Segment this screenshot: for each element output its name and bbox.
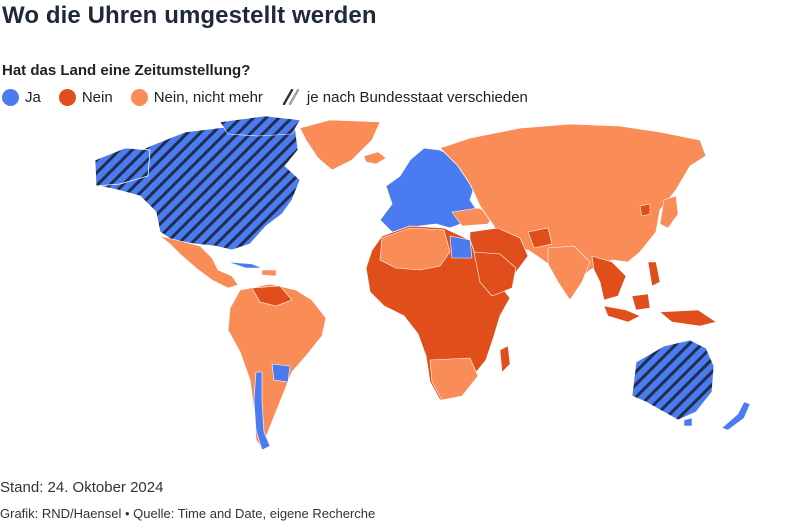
india — [547, 245, 591, 301]
papua — [659, 309, 717, 327]
japan — [659, 195, 679, 229]
legend-item-no: Nein — [58, 88, 113, 106]
legend-question: Hat das Land eine Zeitumstellung? — [2, 62, 251, 79]
chile — [253, 371, 271, 451]
venezuela — [251, 285, 293, 307]
paraguay — [271, 363, 291, 383]
alaska — [94, 147, 151, 187]
iceland — [363, 151, 387, 165]
new-zealand — [721, 401, 751, 431]
chart-title: Wo die Uhren umgestellt werden — [2, 2, 377, 29]
north-korea — [639, 203, 651, 217]
southeast-asia — [591, 255, 627, 301]
indonesia — [603, 305, 641, 323]
legend-swatch-orange-circle-icon — [130, 88, 148, 106]
southern-africa — [429, 357, 479, 401]
afghanistan — [527, 227, 553, 249]
legend-item-no-longer: Nein, nicht mehr — [130, 88, 263, 106]
legend-swatch-red-circle-icon — [58, 88, 76, 106]
footer-date: Stand: 24. Oktober 2024 — [0, 479, 164, 496]
cuba — [227, 261, 263, 269]
philippines — [647, 261, 661, 287]
legend-label-no-longer: Nein, nicht mehr — [153, 88, 263, 106]
legend-item-yes: Ja — [2, 88, 41, 106]
legend: Ja Nein Nein, nicht mehr je nach Bundess… — [2, 86, 546, 108]
borneo — [631, 293, 651, 311]
australia-hatched — [631, 339, 715, 421]
mexico — [159, 235, 239, 289]
world-map — [94, 115, 751, 451]
greenland — [299, 119, 381, 171]
north-america-hatched — [94, 123, 301, 251]
legend-label-yes: Ja — [25, 88, 41, 106]
legend-label-varies: je nach Bundesstaat verschieden — [306, 88, 528, 106]
legend-swatch-blue-circle-icon — [2, 88, 19, 106]
madagascar — [499, 345, 511, 373]
hatch-stripes-icon — [282, 89, 300, 105]
tasmania — [683, 417, 693, 427]
footer-credit: Grafik: RND/Haensel • Quelle: Time and D… — [0, 506, 376, 521]
legend-label-no: Nein — [81, 88, 113, 106]
legend-item-varies: je nach Bundesstaat verschieden — [281, 89, 528, 106]
hispaniola — [261, 269, 277, 277]
arabia — [473, 251, 517, 297]
egypt — [449, 235, 473, 259]
north-africa — [379, 227, 451, 271]
arctic-islands — [219, 115, 301, 137]
